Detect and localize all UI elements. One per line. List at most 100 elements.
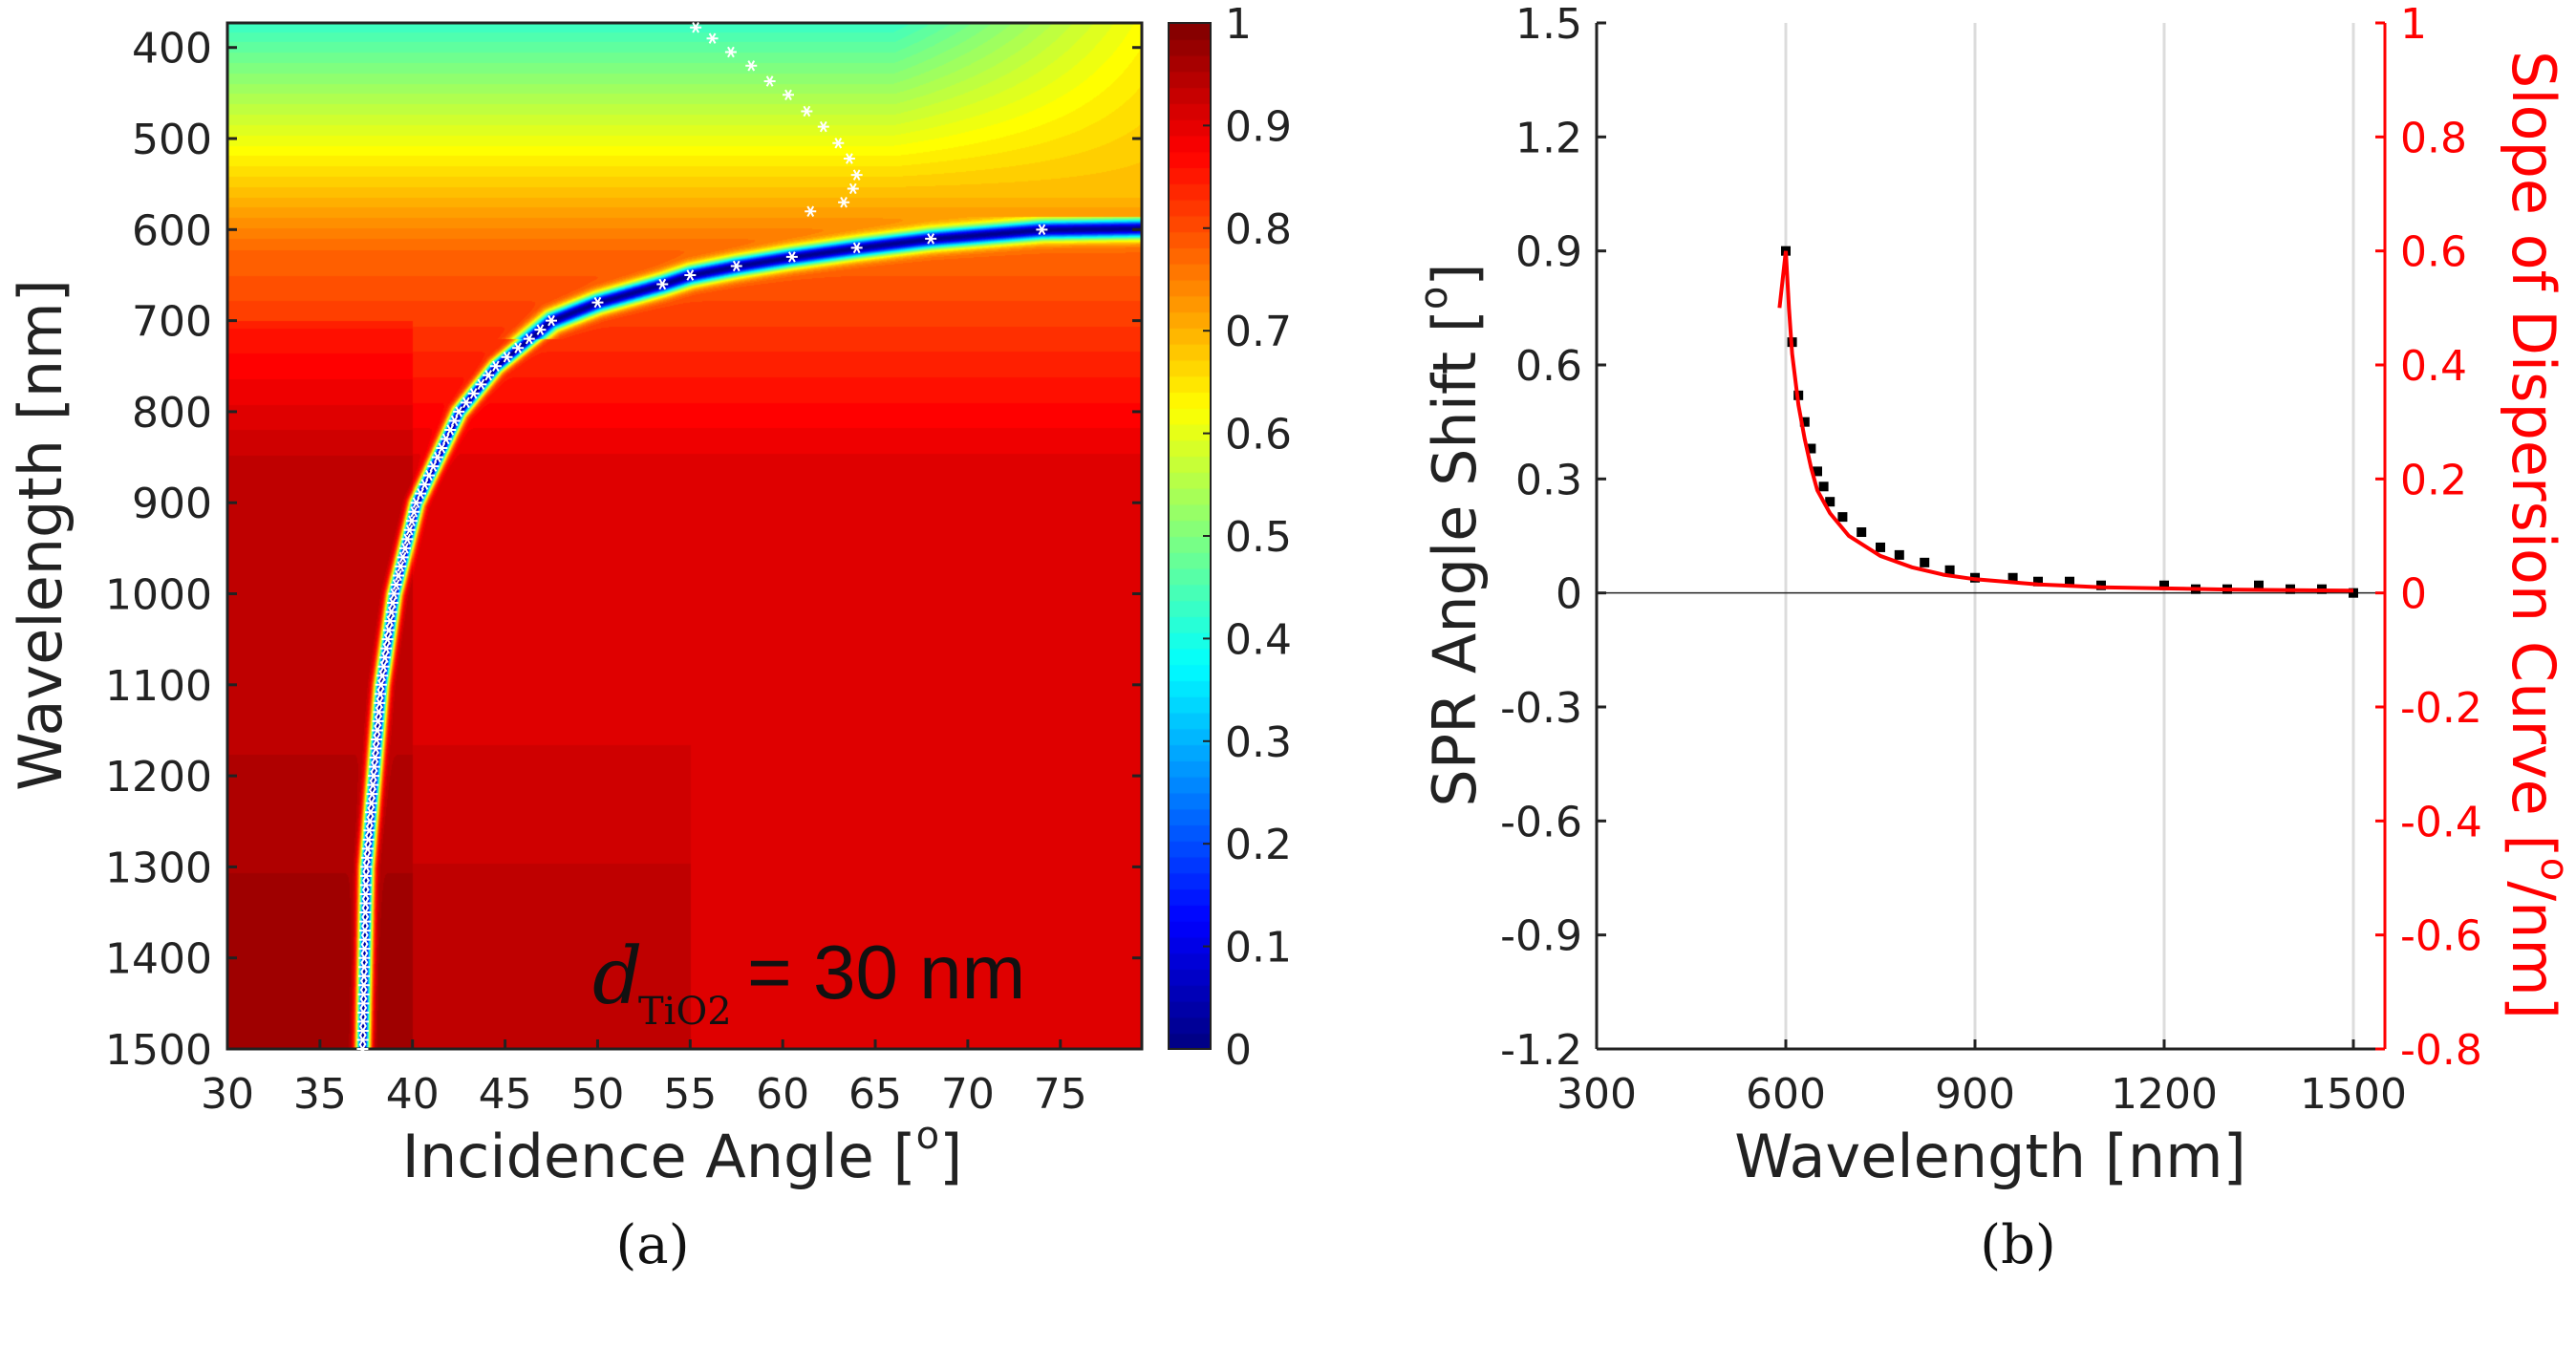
panel-a-xtick-label: 30 [201, 1070, 254, 1119]
resonance-point [358, 925, 371, 936]
resonance-point [448, 415, 461, 427]
resonance-point [684, 269, 697, 281]
resonance-point [357, 979, 370, 992]
panel-a-xtick-label: 45 [479, 1070, 532, 1119]
resonance-point [359, 879, 372, 891]
colorbar-tick-label: 0.2 [1225, 821, 1292, 869]
panel-b-y2tick-label: 0.6 [2400, 228, 2467, 277]
resonance-point [371, 734, 383, 745]
resonance-point [368, 770, 380, 781]
angle-shift-marker [1894, 549, 1904, 560]
upper-branch-point [763, 75, 776, 87]
panel-b-ytick-label: -1.2 [1500, 1026, 1582, 1075]
panel-b-ytick-label: 0.9 [1515, 228, 1582, 277]
panel-b-y2tick-label: -0.2 [2400, 684, 2482, 733]
resonance-point [925, 233, 937, 245]
resonance-point [356, 1025, 369, 1037]
colorbar-tick-label: 0.8 [1225, 205, 1292, 254]
panel-a-ytick-label: 1000 [105, 571, 212, 620]
resonance-point [785, 251, 798, 263]
angle-shift-marker [1857, 527, 1867, 538]
resonance-point [467, 388, 480, 399]
panel-b-y2tick-label: 0 [2400, 570, 2427, 619]
resonance-point [370, 742, 382, 755]
resonance-point [398, 543, 411, 554]
panel-b-ytick-label: 0 [1556, 570, 1582, 619]
panel-b-caption: (b) [1980, 1214, 2056, 1276]
resonance-point [656, 278, 669, 290]
angle-shift-marker [1825, 497, 1835, 507]
colorbar-tick-label: 0.7 [1225, 308, 1292, 356]
panel-a-frame [225, 21, 1144, 1051]
resonance-point [431, 451, 443, 463]
upper-branch-point [843, 153, 855, 164]
resonance-point [453, 406, 465, 417]
panel-b-ytick-label: 0.3 [1515, 456, 1582, 504]
resonance-point [356, 1043, 369, 1055]
angle-shift-marker [2349, 588, 2358, 598]
panel-a-ytick-label: 1400 [105, 935, 212, 984]
resonance-point [367, 779, 379, 791]
angle-shift-marker [1876, 542, 1885, 552]
angle-shift-marker [1818, 481, 1829, 492]
resonance-point [374, 697, 386, 709]
colorbar-tick-label: 0.9 [1225, 102, 1292, 151]
resonance-point [359, 888, 372, 900]
colorbar-tick-label: 0.4 [1225, 615, 1292, 664]
resonance-point [378, 652, 391, 663]
resonance-point [415, 487, 427, 500]
resonance-point [377, 661, 390, 673]
angle-shift-marker [1944, 565, 1955, 575]
upper-branch-point [782, 89, 794, 101]
resonance-point [356, 1034, 369, 1046]
angle-shift-marker [1799, 417, 1810, 427]
resonance-point [373, 706, 385, 718]
isolated-point [805, 205, 817, 217]
resonance-point [850, 242, 863, 254]
panel-b-y2label: Slope of Dispersion Curve [o/nm] [2499, 51, 2576, 1019]
resonance-point [375, 688, 387, 700]
panel-a-xtick-label: 60 [756, 1070, 809, 1119]
panel-a-xtick-label: 35 [293, 1070, 347, 1119]
panel-b-ylabel: SPR Angle Shift [o] [1412, 263, 1490, 806]
resonance-point [382, 624, 395, 636]
colorbar-tick-label: 0.5 [1225, 513, 1292, 562]
colorbar-tick-label: 1 [1225, 0, 1252, 49]
panel-a-ytick-label: 900 [132, 480, 212, 528]
upper-branch-point [832, 138, 845, 149]
angle-shift-marker [1920, 557, 1930, 567]
resonance-point [359, 907, 372, 918]
resonance-point [546, 314, 558, 327]
angle-shift-marker [2159, 580, 2169, 590]
angle-shift-marker [2033, 576, 2043, 587]
upper-branch-point [724, 46, 737, 58]
panel-b-ytick-label: -0.6 [1500, 798, 1582, 846]
angle-shift-marker [2065, 576, 2074, 587]
resonance-point [405, 515, 418, 526]
resonance-point [422, 469, 435, 481]
resonance-point [440, 433, 452, 445]
resonance-point [534, 324, 547, 335]
resonance-point [512, 342, 525, 353]
upper-branch-point [817, 120, 829, 133]
resonance-point [390, 579, 402, 590]
resonance-point [384, 615, 397, 627]
resonance-point [523, 332, 535, 345]
panel-a-ytick-label: 1500 [105, 1026, 212, 1075]
panel-a-xtick-label: 55 [663, 1070, 717, 1119]
upper-branch-point [690, 22, 702, 33]
colorbar-tick-label: 0 [1225, 1026, 1252, 1075]
annotation-subscript: TiO2 [638, 990, 732, 1034]
panel-a-xtick-label: 70 [941, 1070, 995, 1119]
resonance-point [408, 506, 420, 518]
resonance-point [359, 897, 372, 909]
resonance-point [363, 824, 376, 837]
angle-shift-marker [1806, 443, 1816, 454]
upper-branch-point [745, 60, 758, 72]
resonance-point [460, 396, 472, 409]
panel-a-ytick-label: 400 [132, 25, 212, 74]
resonance-point [436, 442, 448, 454]
panel-a-ytick-label: 1200 [105, 753, 212, 802]
